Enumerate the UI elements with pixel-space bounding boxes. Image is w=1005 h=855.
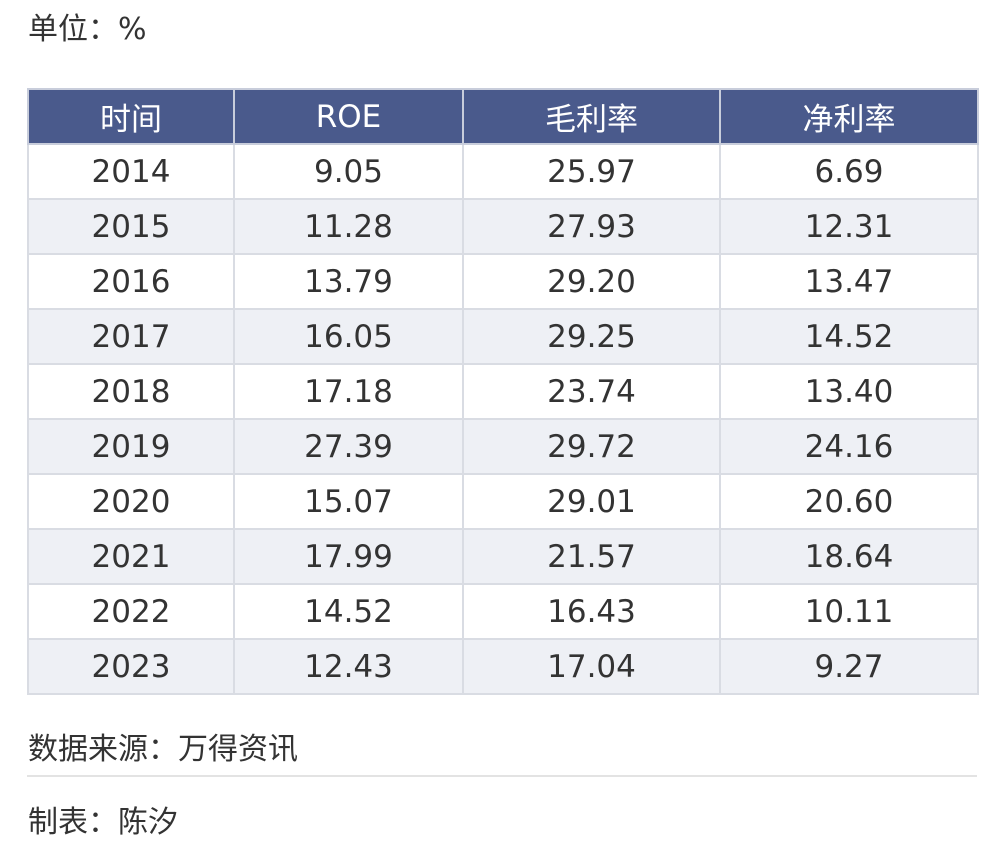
table-cell-net-margin: 10.11 [719,583,979,640]
table-cell-roe: 15.07 [233,473,464,530]
table-cell-gross-margin: 29.25 [462,308,721,365]
table-cell-roe: 9.05 [233,143,464,200]
table-cell-year: 2018 [27,363,235,420]
table-cell-roe: 12.43 [233,638,464,695]
table-row: 2018 17.18 23.74 13.40 [27,363,979,420]
table-cell-net-margin: 24.16 [719,418,979,475]
table-cell-year: 2015 [27,198,235,255]
table-cell-roe: 13.79 [233,253,464,310]
table-cell-year: 2020 [27,473,235,530]
header-row: 时间 ROE 毛利率 净利率 [27,88,979,145]
data-table: 时间 ROE 毛利率 净利率 2014 9.05 25.97 6.69 2015… [27,88,979,695]
table-body: 2014 9.05 25.97 6.69 2015 11.28 27.93 12… [27,143,979,695]
table-cell-year: 2021 [27,528,235,585]
table-cell-roe: 17.18 [233,363,464,420]
table-cell-gross-margin: 25.97 [462,143,721,200]
table-cell-net-margin: 18.64 [719,528,979,585]
table-cell-net-margin: 14.52 [719,308,979,365]
table-cell-year: 2022 [27,583,235,640]
header-cell-time: 时间 [27,88,235,145]
table-cell-year: 2014 [27,143,235,200]
divider [27,775,977,777]
table-row: 2015 11.28 27.93 12.31 [27,198,979,255]
table-cell-roe: 16.05 [233,308,464,365]
table-cell-gross-margin: 29.01 [462,473,721,530]
header-cell-net-margin: 净利率 [719,88,979,145]
table-row: 2017 16.05 29.25 14.52 [27,308,979,365]
table-cell-gross-margin: 29.20 [462,253,721,310]
table-cell-roe: 27.39 [233,418,464,475]
header-cell-gross-margin: 毛利率 [462,88,721,145]
table-cell-year: 2023 [27,638,235,695]
table-cell-gross-margin: 16.43 [462,583,721,640]
table-row: 2016 13.79 29.20 13.47 [27,253,979,310]
table-cell-net-margin: 9.27 [719,638,979,695]
table-row: 2021 17.99 21.57 18.64 [27,528,979,585]
table-cell-roe: 17.99 [233,528,464,585]
table-cell-net-margin: 13.40 [719,363,979,420]
table-cell-net-margin: 13.47 [719,253,979,310]
table-cell-roe: 11.28 [233,198,464,255]
table-row: 2022 14.52 16.43 10.11 [27,583,979,640]
table-cell-gross-margin: 17.04 [462,638,721,695]
table-cell-gross-margin: 23.74 [462,363,721,420]
table-row: 2020 15.07 29.01 20.60 [27,473,979,530]
table-cell-year: 2019 [27,418,235,475]
table-cell-year: 2016 [27,253,235,310]
table-row: 2023 12.43 17.04 9.27 [27,638,979,695]
table-cell-gross-margin: 29.72 [462,418,721,475]
table-row: 2014 9.05 25.97 6.69 [27,143,979,200]
table-header: 时间 ROE 毛利率 净利率 [27,88,979,145]
table-cell-net-margin: 20.60 [719,473,979,530]
table-row: 2019 27.39 29.72 24.16 [27,418,979,475]
table-cell-gross-margin: 27.93 [462,198,721,255]
header-cell-roe: ROE [233,88,464,145]
table-cell-roe: 14.52 [233,583,464,640]
author-label: 制表：陈汐 [28,805,178,840]
table-cell-net-margin: 12.31 [719,198,979,255]
table-cell-net-margin: 6.69 [719,143,979,200]
unit-label: 单位：% [28,12,147,47]
table-cell-year: 2017 [27,308,235,365]
source-label: 数据来源：万得资讯 [28,732,298,767]
table-cell-gross-margin: 21.57 [462,528,721,585]
